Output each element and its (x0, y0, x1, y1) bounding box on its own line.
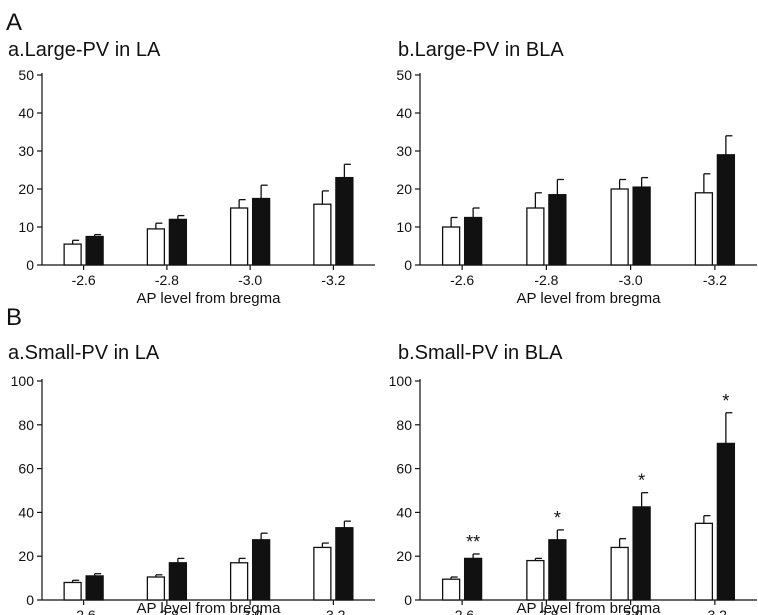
x-tick-label: -2.8 (534, 607, 558, 615)
bar-control (229, 207, 249, 266)
bar-control (146, 228, 166, 266)
significance-marker: * (638, 471, 645, 491)
chart-title: b.Large-PV in BLA (398, 39, 564, 61)
bar-treated (463, 216, 483, 266)
y-tick-label: 40 (396, 504, 412, 520)
x-axis-label: AP level from bregma (517, 600, 662, 615)
x-tick-label: -3.0 (238, 607, 262, 615)
bar-treated (168, 562, 188, 601)
x-tick-label: -2.6 (450, 607, 474, 615)
y-tick-label: 20 (396, 548, 412, 564)
bar-treated (251, 539, 271, 601)
bar-treated (632, 506, 651, 601)
bar-control (526, 559, 545, 601)
x-tick-label: -2.6 (72, 607, 96, 615)
x-axis-label: AP level from bregma (517, 290, 662, 307)
y-tick-label: 20 (18, 181, 34, 197)
y-tick-label: 50 (18, 67, 34, 83)
significance-marker: ** (466, 532, 480, 552)
y-tick-label: 40 (18, 504, 34, 520)
bar-control (526, 207, 545, 266)
y-tick-label: 50 (396, 67, 412, 83)
x-tick-label: -3.2 (703, 272, 727, 288)
bar-control (229, 562, 249, 601)
y-tick-label: 0 (26, 257, 34, 273)
chart-panel-4: b.Small-PV in BLA020406080100-2.6**-2.8*… (389, 342, 757, 615)
x-tick-label: -2.6 (72, 272, 96, 288)
y-tick-label: 20 (396, 181, 412, 197)
x-tick-label: -3.0 (619, 272, 643, 288)
chart-title: a.Small-PV in LA (8, 342, 160, 364)
y-tick-label: 0 (404, 592, 412, 608)
x-tick-label: -3.2 (321, 607, 345, 615)
bar-treated (463, 557, 483, 601)
bar-control (610, 546, 629, 601)
x-tick-label: -3.0 (238, 272, 262, 288)
y-tick-label: 0 (26, 592, 34, 608)
x-tick-label: -2.8 (155, 607, 179, 615)
significance-marker: * (722, 391, 729, 411)
chart-title: a.Large-PV in LA (8, 39, 161, 61)
section-label-b: B (6, 304, 22, 331)
bar-control (610, 188, 629, 266)
y-tick-label: 0 (404, 257, 412, 273)
chart-panel-2: b.Large-PV in BLA 0 10 20 30 40 50 -2.6 -2.8 -3.0… (396, 39, 757, 307)
y-tick-label: 80 (396, 417, 412, 433)
bar-treated (251, 197, 271, 266)
y-tick-label: 100 (389, 373, 413, 389)
bar-control (694, 192, 714, 266)
y-tick-label: 40 (396, 105, 412, 121)
y-tick-label: 30 (18, 143, 34, 159)
bar-treated (716, 154, 736, 266)
chart-title: b.Small-PV in BLA (398, 342, 563, 364)
section-label-a: A (6, 9, 22, 36)
chart-panel-1: a.Large-PV in LA 0 10 20 30 40 50 -2.6 -2.8 -3.0 -… (8, 39, 375, 307)
y-tick-label: 10 (396, 219, 412, 235)
bar-control (313, 203, 332, 266)
bar-control (694, 522, 714, 601)
bar-treated (85, 235, 104, 266)
y-tick-label: 60 (18, 461, 34, 477)
x-tick-label: -2.8 (534, 272, 558, 288)
bar-treated (632, 186, 651, 266)
bar-control (63, 581, 82, 601)
significance-marker: * (554, 508, 561, 528)
bar-treated (548, 539, 567, 601)
x-axis-label: AP level from bregma (137, 290, 282, 307)
y-tick-label: 30 (396, 143, 412, 159)
bar-control (441, 226, 461, 266)
chart-panel-3: a.Small-PV in LA 0 20 40 60 80 100 -2.6 -2.8 -3.0… (8, 342, 375, 615)
y-tick-label: 100 (11, 373, 35, 389)
bar-treated (335, 527, 354, 601)
x-tick-label: -3.2 (321, 272, 345, 288)
bar-treated (548, 194, 567, 266)
panels: a.Large-PV in LA 0 10 20 30 40 50 -2.6 -2.8 -3.0 -… (8, 39, 757, 615)
y-tick-label: 10 (18, 219, 34, 235)
y-tick-label: 40 (18, 105, 34, 121)
x-tick-label: -3.2 (703, 607, 727, 615)
bar-treated (716, 442, 736, 601)
bar-control (313, 546, 332, 601)
x-tick-label: -2.8 (155, 272, 179, 288)
bar-treated (335, 176, 354, 266)
x-axis-label: AP level from bregma (137, 600, 282, 615)
y-tick-label: 80 (18, 417, 34, 433)
y-tick-label: 20 (18, 548, 34, 564)
x-tick-label: -2.6 (450, 272, 474, 288)
bar-control (146, 576, 166, 601)
bar-treated (168, 218, 188, 266)
y-tick-label: 60 (396, 461, 412, 477)
bar-control (63, 243, 82, 266)
bar-control (441, 578, 461, 601)
x-tick-label: -3.0 (619, 607, 643, 615)
bar-treated (85, 575, 104, 601)
